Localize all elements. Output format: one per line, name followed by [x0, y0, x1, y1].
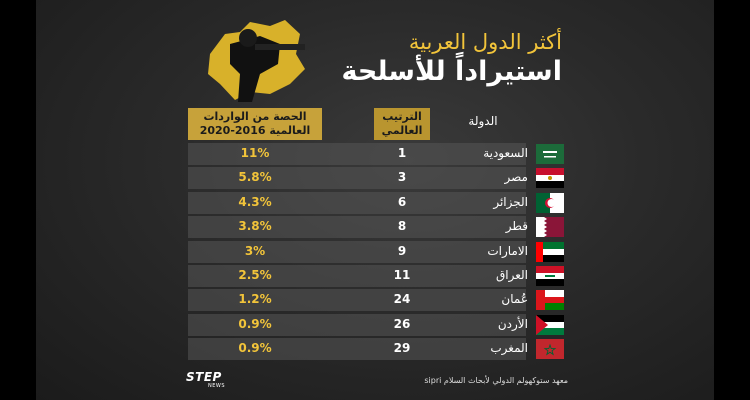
- table-row: 3.8% 8 قطر: [188, 216, 568, 239]
- table-row: 4.3% 6 الجزائر: [188, 191, 568, 214]
- jordan-flag-icon: [536, 314, 564, 335]
- import-share-value: 3.8%: [238, 219, 272, 234]
- algeria-flag-icon: [536, 192, 564, 213]
- country-name: الامارات: [487, 243, 528, 258]
- world-rank-value: 3: [397, 170, 407, 185]
- country-name: مصر: [504, 170, 528, 185]
- row-background: [188, 143, 526, 165]
- world-rank-value: 1: [397, 146, 407, 160]
- world-rank-value: 11: [393, 268, 411, 282]
- table-row: 2.5% 11 العراق: [188, 265, 568, 287]
- table-row: 5.8% 3 مصر: [188, 167, 568, 190]
- country-name: المغرب: [490, 341, 528, 356]
- import-share-value: 4.3%: [238, 194, 272, 209]
- column-header-share: الحصة من الواردات العالمية 2016-2020: [188, 108, 322, 140]
- world-rank-value: 24: [393, 292, 411, 307]
- column-header-country: الدولة: [468, 114, 498, 128]
- oman-flag-icon: [536, 290, 564, 311]
- row-background: [188, 191, 526, 214]
- table-row: 0.9% 26 الأردن: [188, 313, 568, 336]
- iraq-flag-icon: [536, 266, 564, 286]
- import-share-value: 11%: [240, 146, 270, 160]
- logo-step-text: STEP: [186, 370, 222, 384]
- table-row: 11% 1 السعودية: [188, 143, 568, 165]
- step-news-logo: STEP NEWS: [186, 370, 232, 392]
- right-margin: [714, 0, 750, 400]
- soldier-map-illustration: [208, 20, 305, 102]
- world-rank-value: 26: [393, 316, 411, 331]
- saudi-flag-icon: [536, 144, 564, 164]
- world-rank-value: 6: [397, 194, 407, 209]
- title-line-2: استيراداً للأسلحة: [341, 56, 562, 87]
- import-share-value: 0.9%: [238, 341, 272, 356]
- morocco-flag-icon: [536, 339, 564, 360]
- table-row: 3% 9 الامارات: [188, 240, 568, 263]
- row-background: [188, 338, 526, 361]
- row-background: [188, 265, 526, 287]
- world-rank-value: 29: [393, 341, 411, 356]
- row-background: [188, 216, 526, 239]
- world-rank-value: 9: [397, 243, 407, 258]
- country-name: الجزائر: [493, 194, 528, 209]
- row-background: [188, 167, 526, 190]
- column-header-rank: الترتيب العالمي: [374, 108, 430, 140]
- row-background: [188, 240, 526, 263]
- import-share-value: 2.5%: [238, 268, 272, 282]
- world-rank-value: 8: [397, 219, 407, 234]
- import-share-value: 5.8%: [238, 170, 272, 185]
- left-margin: [0, 0, 36, 400]
- qatar-flag-icon: [536, 217, 564, 238]
- row-background: [188, 289, 526, 312]
- import-share-value: 0.9%: [238, 316, 272, 331]
- source-credit: معهد ستوكهولم الدولي لأبحاث السلام sipri: [424, 376, 568, 385]
- egypt-flag-icon: [536, 168, 564, 189]
- import-share-value: 3%: [244, 243, 266, 258]
- import-share-value: 1.2%: [238, 292, 272, 307]
- country-name: السعودية: [483, 146, 528, 160]
- country-name: عُمان: [501, 292, 528, 307]
- table-row: 1.2% 24 عُمان: [188, 289, 568, 312]
- country-name: العراق: [495, 268, 528, 282]
- row-background: [188, 313, 526, 336]
- table-row: 0.9% 29 المغرب: [188, 338, 568, 361]
- logo-news-text: NEWS: [208, 383, 226, 389]
- country-name: قطر: [505, 219, 528, 234]
- title-line-1: أكثر الدول العربية: [408, 30, 562, 54]
- uae-flag-icon: [536, 241, 564, 262]
- country-name: الأردن: [497, 316, 528, 331]
